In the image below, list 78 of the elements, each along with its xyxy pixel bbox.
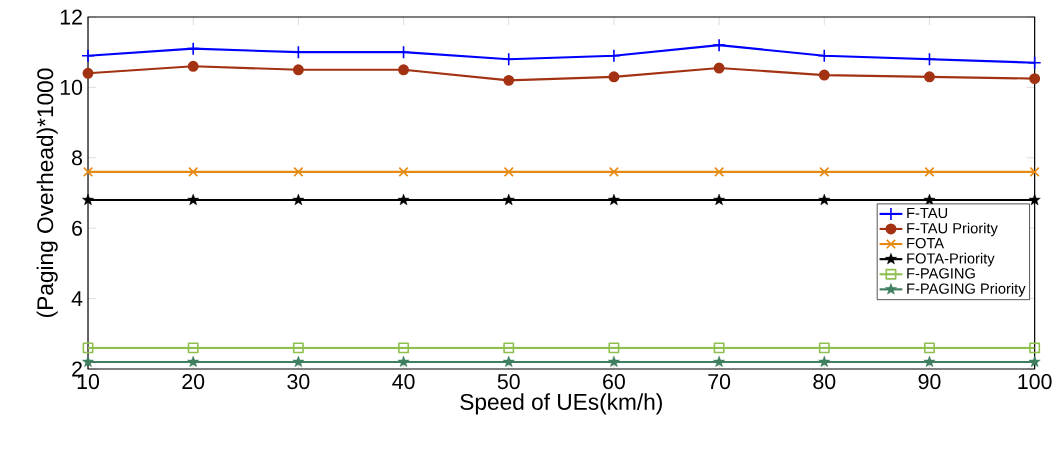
point: [817, 48, 832, 63]
point: [187, 60, 199, 72]
point: [501, 52, 516, 67]
point: [187, 355, 200, 367]
point: [607, 48, 621, 63]
point: [398, 342, 410, 354]
x-tick-label: 60: [603, 374, 625, 390]
point: [397, 193, 410, 206]
legend-label: F-TAU Priority: [907, 222, 998, 237]
point: [292, 64, 304, 76]
point: [186, 41, 200, 56]
x-tick-label: 20: [182, 374, 205, 390]
point: [292, 342, 304, 354]
point: [712, 38, 726, 52]
point: [1029, 73, 1041, 85]
point: [82, 67, 94, 79]
point: [818, 342, 830, 354]
point: [398, 64, 410, 76]
point: [503, 74, 515, 86]
point: [924, 71, 935, 83]
point: [713, 342, 725, 354]
legend-label: F-PAGING Priority: [907, 283, 1026, 297]
y-tick-label: 6: [72, 220, 83, 236]
x-tick-label: 100: [1018, 374, 1052, 390]
point: [503, 342, 515, 354]
point: [608, 342, 620, 354]
x-tick-label: 40: [392, 374, 415, 390]
point: [818, 69, 830, 81]
point: [924, 166, 935, 177]
point: [608, 355, 620, 367]
legend-label: FOTA: [907, 237, 945, 249]
x-tick-label: 50: [497, 374, 520, 390]
point: [1028, 355, 1041, 367]
point: [81, 48, 95, 63]
point: [187, 193, 200, 206]
x-tick-label: 80: [813, 374, 836, 390]
point: [502, 193, 515, 206]
point: [292, 193, 305, 206]
y-axis-title: (Paging Overhead)*1000: [36, 68, 58, 317]
point: [82, 355, 94, 367]
point: [188, 166, 199, 177]
point: [818, 193, 831, 206]
point: [608, 193, 620, 206]
point: [292, 355, 305, 367]
point: [187, 342, 199, 354]
point: [503, 166, 514, 177]
x-tick-label: 90: [918, 374, 941, 390]
point: [923, 355, 936, 367]
point: [713, 193, 726, 206]
point: [713, 62, 725, 74]
point: [713, 355, 726, 367]
point: [1029, 342, 1041, 354]
y-tick-label: 10: [60, 79, 83, 95]
point: [502, 355, 515, 367]
point: [608, 71, 620, 83]
legend-label: F-TAU: [907, 207, 948, 219]
point: [819, 166, 830, 177]
point: [397, 355, 410, 367]
x-tick-label: 70: [708, 374, 731, 390]
x-tick-label: 30: [287, 374, 310, 390]
y-tick-label: 8: [72, 150, 83, 166]
point: [1028, 193, 1041, 206]
point: [1029, 166, 1040, 177]
point: [82, 166, 94, 177]
y-tick-label: 12: [60, 9, 82, 25]
point: [82, 193, 94, 206]
point: [818, 355, 831, 367]
point: [714, 166, 725, 177]
point: [608, 166, 619, 177]
point: [82, 342, 94, 354]
point: [293, 166, 304, 177]
x-axis-title: Speed of UEs(km/h): [460, 393, 662, 415]
y-tick-label: 4: [71, 291, 83, 306]
legend-label: F-PAGING: [907, 268, 975, 279]
point: [1027, 55, 1042, 70]
point: [398, 166, 409, 177]
legend-label: FOTA-Priority: [907, 252, 995, 267]
point: [924, 342, 935, 354]
